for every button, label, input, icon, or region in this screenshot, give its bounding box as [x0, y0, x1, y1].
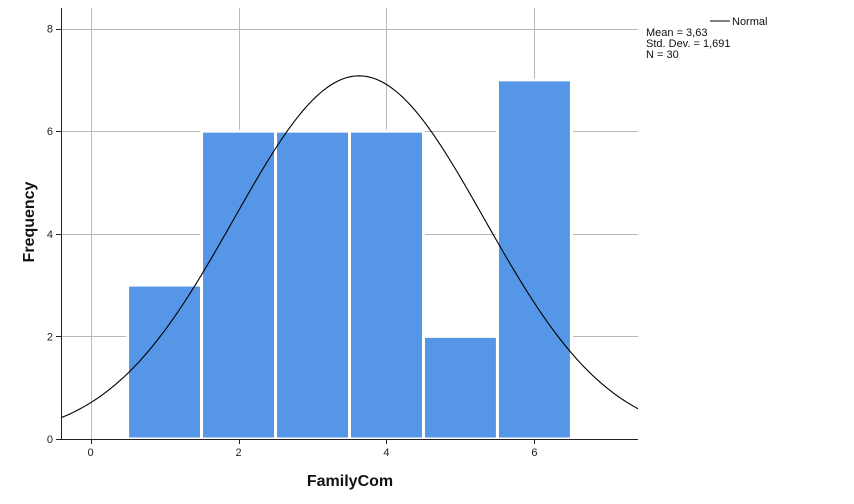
x-tick-label: 0	[88, 447, 94, 459]
legend-n: N = 30	[646, 49, 679, 61]
histogram-bar	[126, 283, 204, 441]
y-tick-label: 2	[47, 331, 53, 343]
y-tick-label: 4	[47, 229, 53, 241]
y-axis-title: Frequency	[21, 181, 38, 262]
normal-curve	[60, 75, 639, 419]
legend: Normal Mean = 3,63 Std. Dev. = 1,691 N =…	[646, 16, 767, 61]
legend-mean: Mean = 3,63	[646, 27, 707, 39]
x-tick-labels: 0 2 4 6	[88, 447, 538, 459]
histogram-bar	[274, 129, 351, 441]
normal-curve-group	[60, 75, 639, 419]
y-tick-label: 8	[47, 24, 53, 36]
axes	[56, 8, 638, 444]
histogram-bar	[348, 129, 425, 441]
y-tick-labels: 0 2 4 6 8	[47, 24, 53, 446]
x-tick-label: 4	[383, 447, 389, 459]
y-tick-label: 6	[47, 126, 53, 138]
histogram-bar	[421, 334, 499, 441]
legend-series-label: Normal	[732, 16, 767, 28]
y-tick-label: 0	[47, 434, 53, 446]
histogram-bar	[495, 78, 573, 441]
x-tick-label: 2	[235, 447, 241, 459]
histogram-bar	[200, 129, 278, 441]
histogram-bars	[126, 78, 573, 441]
legend-std-dev: Std. Dev. = 1,691	[646, 38, 731, 50]
x-tick-label: 6	[531, 447, 537, 459]
x-axis-title: FamilyCom	[307, 473, 393, 490]
